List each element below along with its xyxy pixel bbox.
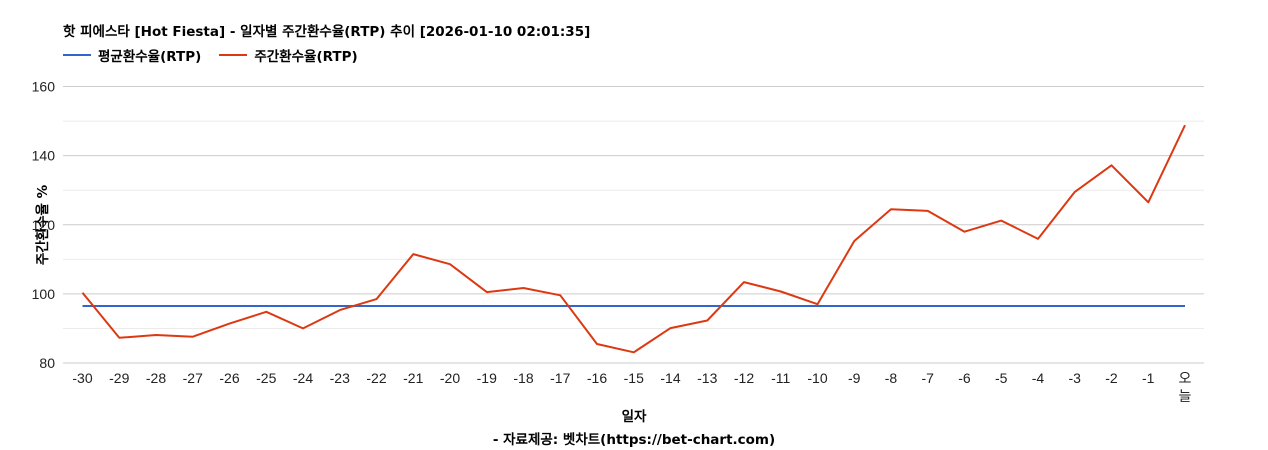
legend-label-average: 평균환수율(RTP) (98, 49, 202, 65)
legend-swatch-weekly-icon (219, 54, 248, 56)
y-axis-title: 주간환수율 % (34, 184, 51, 265)
x-tick-label: -29 (109, 370, 129, 386)
legend-label-weekly: 주간환수율(RTP) (254, 49, 358, 65)
x-tick-label: -3 (1069, 370, 1082, 386)
x-tick-label: -9 (848, 370, 861, 386)
x-tick-label: -14 (660, 370, 680, 386)
x-tick-label: -7 (922, 370, 935, 386)
chart-legend: 평균환수율(RTP) 주간환수율(RTP) (63, 45, 376, 65)
source-credit: - 자료제공: 벳차트(https://bet-chart.com) (492, 432, 776, 448)
x-tick-label: -6 (958, 370, 971, 386)
y-tick-label: 120 (32, 217, 56, 233)
x-tick-label: -17 (550, 370, 570, 386)
x-tick-label: -2 (1105, 370, 1118, 386)
x-tick-label: -10 (807, 370, 827, 386)
x-axis-title: 일자 (621, 409, 647, 425)
x-tick-label: -1 (1142, 370, 1155, 386)
x-tick-label: -21 (403, 370, 423, 386)
x-tick-label: -13 (697, 370, 717, 386)
x-tick-label: -19 (477, 370, 497, 386)
x-tick-label: -18 (513, 370, 533, 386)
x-tick-label: -16 (587, 370, 607, 386)
x-tick-label: -8 (885, 370, 898, 386)
weekly-rtp-line[interactable] (81, 124, 1186, 354)
x-tick-label: -28 (146, 370, 166, 386)
legend-swatch-average-icon (63, 54, 91, 56)
series-lines (81, 124, 1186, 354)
y-tick-label: 80 (39, 355, 55, 371)
x-tick-label: -5 (995, 370, 1008, 386)
x-tick-label: -4 (1032, 370, 1045, 386)
legend-item-weekly-rtp[interactable]: 주간환수율(RTP) (219, 45, 358, 65)
x-tick-label: -25 (256, 370, 276, 386)
x-tick-label: -22 (366, 370, 386, 386)
x-tick-label: -12 (734, 370, 754, 386)
y-tick-label: 140 (32, 148, 56, 164)
x-tick-label: -26 (219, 370, 239, 386)
x-tick-label: -27 (183, 370, 203, 386)
x-tick-label: -15 (624, 370, 644, 386)
x-axis-ticks: -30 -29 -28 -27 -26 -25 -24 -23 -22 -21 -20 -19 -18 -… (72, 370, 1191, 404)
x-tick-label: -20 (440, 370, 460, 386)
y-axis-ticks: 80 100 120 140 160 (32, 79, 56, 372)
y-tick-label: 160 (32, 79, 56, 95)
legend-item-average-rtp[interactable]: 평균환수율(RTP) (63, 45, 201, 65)
x-tick-label: -30 (72, 370, 92, 386)
x-tick-label: -11 (771, 370, 790, 386)
chart-title: 핫 피에스타 [Hot Fiesta] - 일자별 주간환수율(RTP) 추이 … (63, 24, 591, 40)
x-tick-label: -23 (330, 370, 350, 386)
y-tick-label: 100 (32, 286, 56, 302)
x-tick-label: -24 (293, 370, 313, 386)
grid-lines (63, 86, 1204, 364)
